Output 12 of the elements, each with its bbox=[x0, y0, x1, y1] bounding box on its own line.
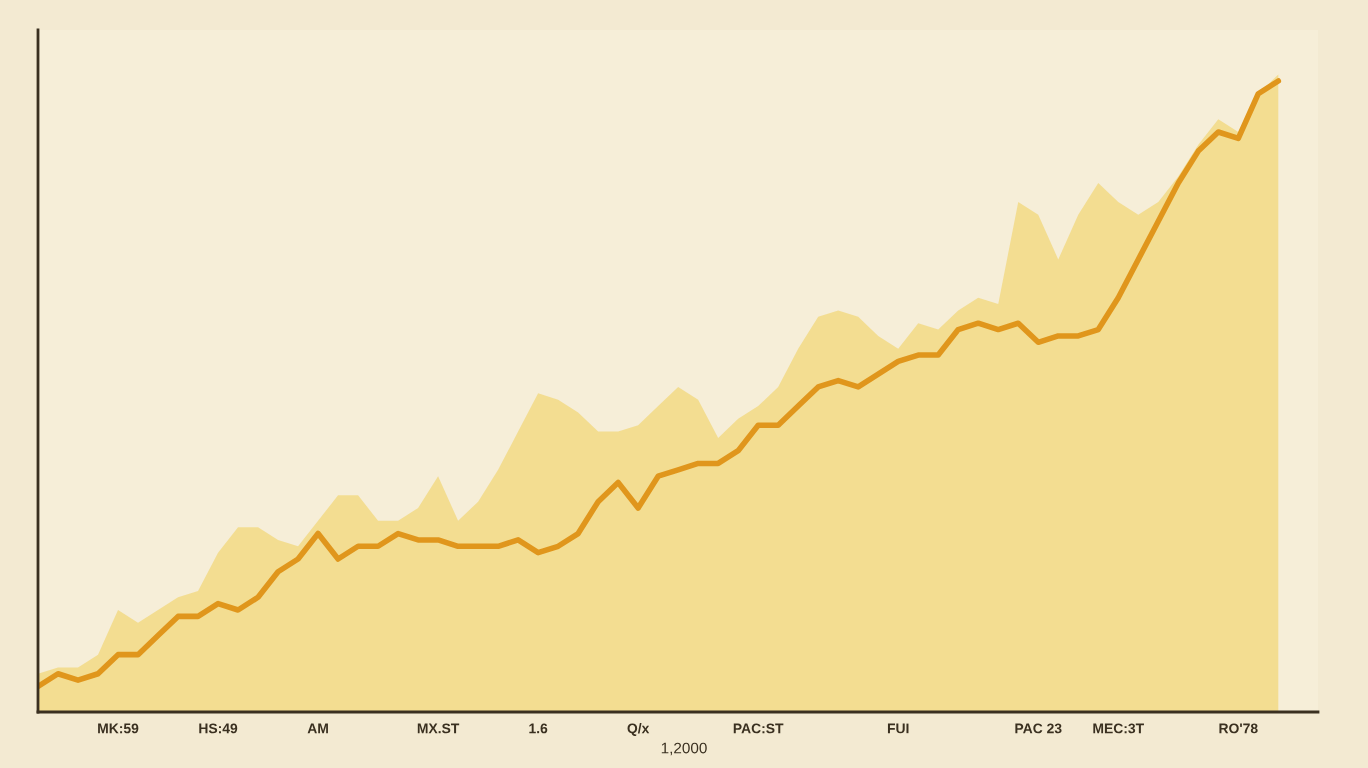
x-tick-label: 1.6 bbox=[529, 723, 548, 734]
x-tick-label: Q/x bbox=[627, 723, 650, 736]
x-tick-label: PAC:ST bbox=[733, 723, 784, 734]
x-tick-label: HS:49 bbox=[199, 723, 238, 734]
x-tick-label: RO'78 bbox=[1219, 723, 1258, 734]
x-tick-label: PAC 23 bbox=[1015, 723, 1062, 734]
x-tick-label: FUI bbox=[887, 723, 909, 734]
x-tick-label: AM bbox=[307, 723, 328, 734]
x-tick-label: MX.ST bbox=[417, 723, 460, 734]
text: 1,2000 bbox=[661, 742, 707, 756]
x-tick-label: MEC:3T bbox=[1093, 723, 1144, 734]
x-tick-label: MK:59 bbox=[98, 723, 139, 734]
